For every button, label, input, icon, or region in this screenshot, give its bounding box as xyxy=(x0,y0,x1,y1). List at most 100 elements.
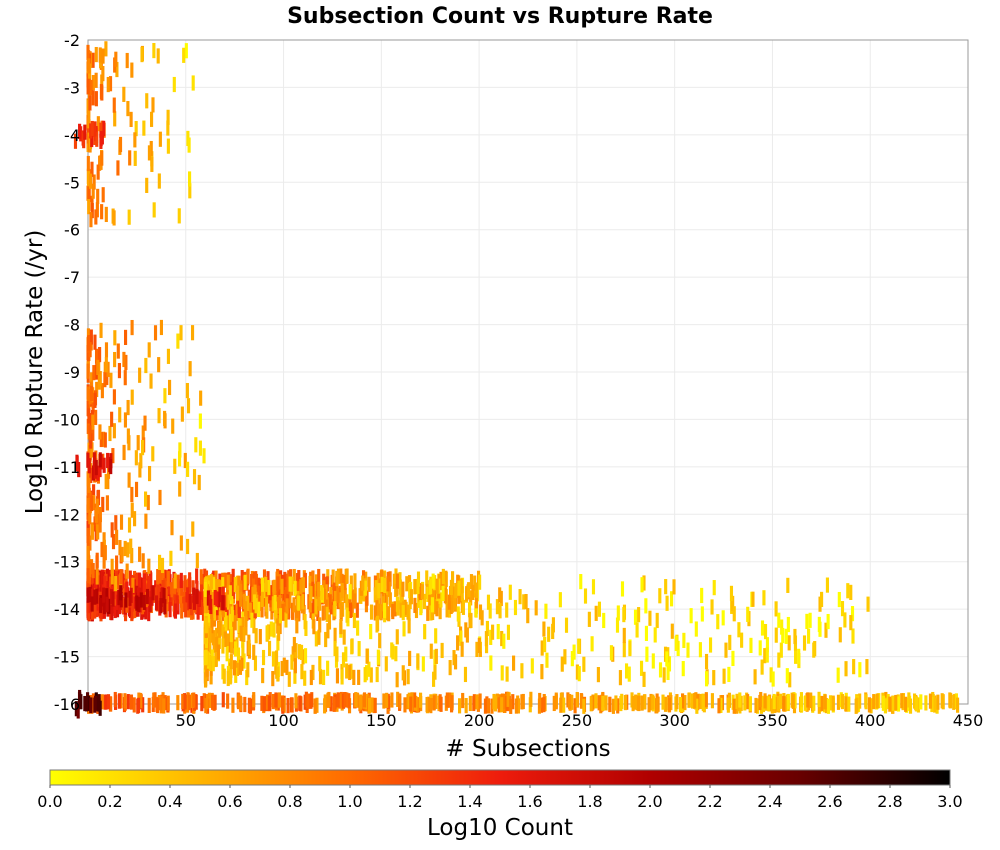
heatmap-cell xyxy=(231,697,235,713)
heatmap-cell xyxy=(645,646,649,662)
heatmap-cell xyxy=(506,624,510,640)
heatmap-cell xyxy=(774,601,778,617)
heatmap-cell xyxy=(748,696,752,712)
heatmap-cell xyxy=(215,591,219,607)
heatmap-cell xyxy=(858,693,862,709)
heatmap-cell xyxy=(448,660,452,676)
grid xyxy=(88,40,968,704)
heatmap-cell xyxy=(186,697,190,713)
heatmap-cell xyxy=(355,692,360,708)
heatmap-cell xyxy=(445,692,449,708)
heatmap-cell xyxy=(450,695,454,711)
y-axis-label: Log10 Rupture Rate (/yr) xyxy=(22,230,48,515)
heatmap-cell xyxy=(132,697,136,713)
heatmap-cell xyxy=(850,606,855,622)
y-tick-label: -15 xyxy=(54,648,80,667)
heatmap-cell xyxy=(900,693,904,709)
heatmap-cell xyxy=(235,585,240,601)
heatmap-cell xyxy=(98,424,102,440)
heatmap-cell xyxy=(181,693,185,710)
heatmap-cell xyxy=(93,603,97,619)
heatmap-cell xyxy=(290,602,294,618)
heatmap-cell xyxy=(763,623,768,640)
heatmap-cell xyxy=(243,574,247,590)
heatmap-cell xyxy=(86,363,90,379)
heatmap-cell xyxy=(202,448,206,464)
heatmap-cell xyxy=(808,612,812,628)
heatmap-cell xyxy=(423,624,427,640)
heatmap-cell xyxy=(325,576,329,592)
heatmap-cell xyxy=(244,611,248,627)
heatmap-cell xyxy=(836,694,841,710)
heatmap-cell xyxy=(252,618,256,634)
heatmap-cell xyxy=(130,486,134,503)
heatmap-cell xyxy=(505,602,509,618)
heatmap-cell xyxy=(148,570,152,586)
heatmap-cell xyxy=(244,620,248,636)
heatmap-cell xyxy=(622,607,626,623)
heatmap-cell xyxy=(190,325,195,341)
heatmap-cell xyxy=(117,589,121,606)
y-tick-label: -11 xyxy=(54,458,80,477)
heatmap-cell xyxy=(109,696,113,712)
heatmap-cell xyxy=(194,437,198,453)
heatmap-cell xyxy=(90,372,94,388)
heatmap-cell xyxy=(678,697,683,713)
heatmap-cell xyxy=(93,572,97,588)
heatmap-cell xyxy=(376,615,380,631)
heatmap-cell xyxy=(377,583,381,599)
heatmap-cell xyxy=(140,440,145,456)
heatmap-cell xyxy=(152,42,156,59)
heatmap-cell xyxy=(318,656,322,672)
heatmap-cell xyxy=(315,591,319,607)
heatmap-cell xyxy=(710,693,714,709)
heatmap-cell xyxy=(438,603,442,620)
heatmap-cell xyxy=(301,585,305,602)
heatmap-cell xyxy=(651,694,655,710)
heatmap-cell xyxy=(154,595,159,611)
heatmap-cell xyxy=(101,496,105,513)
heatmap-cell xyxy=(160,587,164,603)
heatmap-cell xyxy=(130,547,134,564)
heatmap-cell xyxy=(209,574,213,590)
heatmap-cell xyxy=(431,604,435,621)
heatmap-cell xyxy=(430,584,435,601)
heatmap-cell xyxy=(426,605,430,621)
heatmap-cell xyxy=(235,660,239,676)
heatmap-cell xyxy=(826,613,830,630)
heatmap-cell xyxy=(273,594,277,611)
heatmap-cell xyxy=(719,697,723,713)
x-tick-label: 50 xyxy=(176,711,196,730)
heatmap-cell xyxy=(376,603,381,619)
heatmap-cell xyxy=(112,423,116,439)
heatmap-cell xyxy=(138,367,142,383)
heatmap-cell xyxy=(434,648,438,664)
heatmap-cell xyxy=(420,584,424,600)
heatmap-cell xyxy=(333,627,337,643)
heatmap-cell xyxy=(191,75,195,91)
heatmap-cell xyxy=(183,694,187,710)
heatmap-cell xyxy=(247,639,251,655)
heatmap-cell xyxy=(265,596,269,612)
heatmap-cell xyxy=(303,572,307,589)
heatmap-cell xyxy=(435,601,439,617)
heatmap-cell xyxy=(495,693,499,709)
heatmap-cell xyxy=(378,604,382,620)
heatmap-cell xyxy=(451,571,455,587)
heatmap-cell xyxy=(223,572,227,588)
heatmap-cell xyxy=(506,691,510,707)
heatmap-cell xyxy=(419,592,423,608)
heatmap-cell xyxy=(436,591,440,607)
heatmap-cell xyxy=(365,648,369,664)
heatmap-cell xyxy=(345,663,349,679)
heatmap-cell xyxy=(88,597,92,613)
heatmap-cell xyxy=(760,659,764,675)
heatmap-cell xyxy=(357,641,361,657)
heatmap-cell xyxy=(753,669,757,685)
heatmap-cell xyxy=(158,489,162,506)
heatmap-cell xyxy=(804,695,808,711)
heatmap-cell xyxy=(151,446,155,462)
heatmap-cell xyxy=(276,666,280,682)
heatmap-cell xyxy=(216,644,221,660)
heatmap-cell xyxy=(159,598,163,614)
